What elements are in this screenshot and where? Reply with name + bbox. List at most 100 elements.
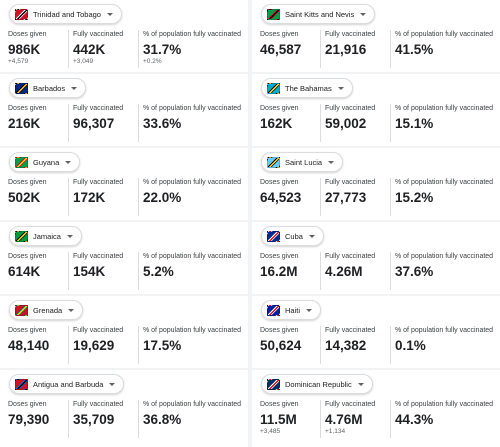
country-flag-icon xyxy=(267,378,280,390)
doses-given-label: Doses given xyxy=(8,327,47,334)
percent-fully-vaccinated: % of population fully vaccinated 15.2% xyxy=(390,178,500,216)
dropdown-caret-icon xyxy=(357,382,364,386)
fully-vaccinated-value: 4.76M xyxy=(325,412,363,427)
doses-given: Doses given 502K xyxy=(8,178,60,216)
fully-vaccinated-label: Fully vaccinated xyxy=(73,179,124,186)
stats-row: Doses given 162K Fully vaccinated 59,002 % o… xyxy=(252,104,500,142)
doses-given: Doses given 11.5M +3,485 xyxy=(260,400,312,438)
country-selector[interactable]: Trinidad and Tobago xyxy=(9,4,122,24)
percent-fully-vaccinated-value: 44.3% xyxy=(395,412,434,427)
country-selector[interactable]: Dominican Republic xyxy=(261,374,373,394)
country-name: Guyana xyxy=(33,157,60,167)
fully-vaccinated: Fully vaccinated 59,002 xyxy=(320,104,386,142)
country-name: Barbados xyxy=(33,83,66,93)
country-flag-icon xyxy=(267,304,280,316)
country-card: Grenada Doses given 48,140 Fully vaccinated… xyxy=(0,296,248,368)
percent-fully-vaccinated-label: % of population fully vaccinated xyxy=(395,327,494,334)
country-selector[interactable]: Jamaica xyxy=(9,226,82,246)
percent-fully-vaccinated-value: 15.2% xyxy=(395,190,434,205)
doses-given: Doses given 16.2M xyxy=(260,252,312,290)
fully-vaccinated-value: 19,629 xyxy=(73,338,115,353)
fully-vaccinated-label: Fully vaccinated xyxy=(325,179,376,186)
country-name: Saint Lucia xyxy=(285,157,323,167)
doses-given-value: 16.2M xyxy=(260,264,298,279)
percent-fully-vaccinated-label: % of population fully vaccinated xyxy=(143,327,242,334)
fully-vaccinated: Fully vaccinated 14,382 xyxy=(320,326,386,364)
country-selector[interactable]: Guyana xyxy=(9,152,81,172)
percent-fully-vaccinated: % of population fully vaccinated 17.5% xyxy=(138,326,248,364)
percent-fully-vaccinated-label: % of population fully vaccinated xyxy=(143,105,242,112)
country-card: Barbados Doses given 216K Fully vaccinated 9… xyxy=(0,74,248,146)
country-selector[interactable]: Cuba xyxy=(261,226,324,246)
percent-fully-vaccinated: % of population fully vaccinated 36.8% xyxy=(138,400,248,438)
percent-fully-vaccinated-value: 17.5% xyxy=(143,338,182,353)
doses-given-value: 986K xyxy=(8,42,41,57)
country-name: Antigua and Barbuda xyxy=(33,379,104,389)
doses-given-value: 64,523 xyxy=(260,190,302,205)
country-selector[interactable]: Grenada xyxy=(9,300,84,320)
fully-vaccinated-value: 27,773 xyxy=(325,190,367,205)
country-selector[interactable]: Barbados xyxy=(9,78,87,98)
percent-fully-vaccinated: % of population fully vaccinated 5.2% xyxy=(138,252,248,290)
stats-row: Doses given 216K Fully vaccinated 96,307 % o… xyxy=(0,104,248,142)
country-card: Cuba Doses given 16.2M Fully vaccinated 4.26… xyxy=(252,222,500,294)
doses-given-value: 502K xyxy=(8,190,41,205)
fully-vaccinated-label: Fully vaccinated xyxy=(73,401,124,408)
country-selector[interactable]: Antigua and Barbuda xyxy=(9,374,125,394)
fully-vaccinated: Fully vaccinated 21,916 xyxy=(320,30,386,68)
percent-fully-vaccinated-value: 31.7% xyxy=(143,42,182,57)
country-card: Haiti Doses given 50,624 Fully vaccinated 14… xyxy=(252,296,500,368)
percent-fully-vaccinated-label: % of population fully vaccinated xyxy=(395,105,494,112)
percent-fully-vaccinated-value: 36.8% xyxy=(143,412,182,427)
doses-given-value: 50,624 xyxy=(260,338,302,353)
percent-fully-vaccinated: % of population fully vaccinated 15.1% xyxy=(390,104,500,142)
fully-vaccinated-change: +1,134 xyxy=(325,428,346,435)
doses-given: Doses given 46,587 xyxy=(260,30,312,68)
country-selector[interactable]: The Bahamas xyxy=(261,78,353,98)
doses-given: Doses given 216K xyxy=(8,104,60,142)
percent-fully-vaccinated: % of population fully vaccinated 44.3% xyxy=(390,400,500,438)
left-column: Trinidad and Tobago Doses given 986K +4,579… xyxy=(0,0,248,447)
dropdown-caret-icon xyxy=(71,86,78,90)
country-card: Saint Lucia Doses given 64,523 Fully vaccin… xyxy=(252,148,500,220)
fully-vaccinated-change: +3,049 xyxy=(73,58,94,65)
doses-given-label: Doses given xyxy=(260,31,299,38)
fully-vaccinated-value: 172K xyxy=(73,190,106,205)
percent-fully-vaccinated: % of population fully vaccinated 22.0% xyxy=(138,178,248,216)
stats-row: Doses given 79,390 Fully vaccinated 35,709%… xyxy=(0,400,248,438)
dropdown-caret-icon xyxy=(337,86,344,90)
country-name: Saint Kitts and Nevis xyxy=(285,9,355,19)
percent-fully-vaccinated-label: % of population fully vaccinated xyxy=(395,31,494,38)
doses-given: Doses given 614K xyxy=(8,252,60,290)
doses-given-value: 216K xyxy=(8,116,41,131)
doses-given-value: 46,587 xyxy=(260,42,302,57)
country-flag-icon xyxy=(15,156,28,168)
fully-vaccinated: Fully vaccinated 4.76M +1,134 xyxy=(320,400,386,438)
fully-vaccinated-value: 154K xyxy=(73,264,106,279)
stats-row: Doses given 46,587 Fully vaccinated 21,916%… xyxy=(252,30,500,68)
fully-vaccinated: Fully vaccinated 35,709 xyxy=(68,400,134,438)
doses-given-change: +3,485 xyxy=(260,428,281,435)
fully-vaccinated: Fully vaccinated 442K +3,049 xyxy=(68,30,134,68)
dropdown-caret-icon xyxy=(68,308,75,312)
fully-vaccinated-value: 442K xyxy=(73,42,106,57)
fully-vaccinated-label: Fully vaccinated xyxy=(325,253,376,260)
fully-vaccinated: Fully vaccinated 172K xyxy=(68,178,134,216)
percent-fully-vaccinated-label: % of population fully vaccinated xyxy=(395,179,494,186)
country-card: Dominican Republic Doses given 11.5M +3,485… xyxy=(252,370,500,447)
doses-given-value: 48,140 xyxy=(8,338,50,353)
country-selector[interactable]: Saint Lucia xyxy=(261,152,344,172)
percent-fully-vaccinated: % of population fully vaccinated 41.5% xyxy=(390,30,500,68)
country-selector[interactable]: Saint Kitts and Nevis xyxy=(261,4,376,24)
dropdown-caret-icon xyxy=(308,234,315,238)
fully-vaccinated-label: Fully vaccinated xyxy=(73,327,124,334)
fully-vaccinated-value: 4.26M xyxy=(325,264,363,279)
fully-vaccinated: Fully vaccinated 27,773 xyxy=(320,178,386,216)
fully-vaccinated: Fully vaccinated 4.26M xyxy=(320,252,386,290)
country-selector[interactable]: Haiti xyxy=(261,300,322,320)
stats-row: Doses given 16.2M Fully vaccinated 4.26M % o… xyxy=(252,252,500,290)
country-flag-icon xyxy=(267,156,280,168)
fully-vaccinated-label: Fully vaccinated xyxy=(325,401,376,408)
percent-fully-vaccinated: % of population fully vaccinated 31.7% +0.… xyxy=(138,30,248,68)
percent-fully-vaccinated-value: 15.1% xyxy=(395,116,434,131)
